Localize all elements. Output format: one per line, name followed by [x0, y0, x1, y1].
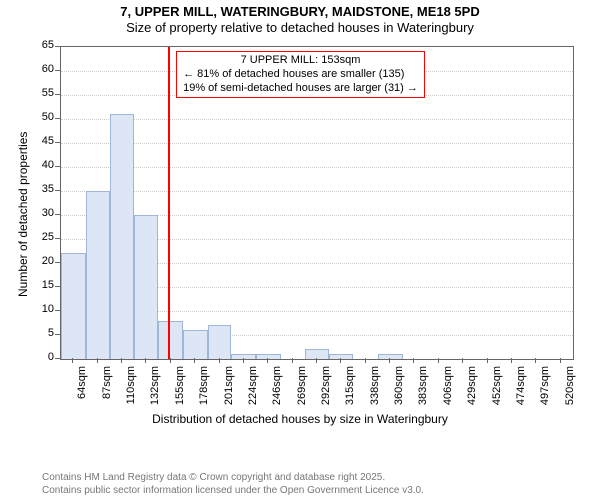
x-tick-label: 87sqm — [101, 366, 113, 410]
histogram-bar — [158, 321, 183, 359]
x-tick-label: 315sqm — [344, 366, 356, 410]
grid-line — [61, 119, 573, 120]
x-tick-label: 360sqm — [393, 366, 405, 410]
x-tick-label: 338sqm — [369, 366, 381, 410]
y-tick-label: 45 — [26, 135, 54, 147]
x-tick — [194, 358, 195, 363]
x-tick-label: 224sqm — [247, 366, 259, 410]
histogram-bar — [378, 354, 403, 359]
y-tick — [55, 238, 60, 239]
x-tick — [219, 358, 220, 363]
x-tick — [121, 358, 122, 363]
footer-line-2: Contains public sector information licen… — [42, 485, 424, 498]
histogram-bar — [110, 114, 134, 359]
histogram-bar — [86, 191, 111, 359]
x-tick-label: 497sqm — [539, 366, 551, 410]
y-tick — [55, 286, 60, 287]
x-tick-label: 520sqm — [564, 366, 576, 410]
y-tick — [55, 94, 60, 95]
annotation-line: 7 UPPER MILL: 153sqm — [183, 54, 418, 68]
x-tick — [462, 358, 463, 363]
y-tick — [55, 214, 60, 215]
y-tick-label: 60 — [26, 63, 54, 75]
x-tick — [389, 358, 390, 363]
y-tick-label: 65 — [26, 39, 54, 51]
y-tick — [55, 262, 60, 263]
y-tick — [55, 358, 60, 359]
chart-title-block: 7, UPPER MILL, WATERINGBURY, MAIDSTONE, … — [0, 0, 600, 37]
chart-title-subtitle: Size of property relative to detached ho… — [0, 20, 600, 36]
histogram-bar — [61, 253, 86, 359]
histogram-bar — [208, 325, 232, 359]
y-tick — [55, 310, 60, 311]
y-tick — [55, 142, 60, 143]
x-tick — [145, 358, 146, 363]
x-tick-label: 474sqm — [515, 366, 527, 410]
y-tick-label: 35 — [26, 183, 54, 195]
x-tick — [170, 358, 171, 363]
x-tick — [267, 358, 268, 363]
x-tick — [243, 358, 244, 363]
x-tick-label: 64sqm — [76, 366, 88, 410]
y-tick-label: 20 — [26, 255, 54, 267]
y-tick — [55, 190, 60, 191]
x-tick-label: 452sqm — [491, 366, 503, 410]
histogram-bar — [256, 354, 281, 359]
reference-line — [168, 47, 170, 359]
x-tick — [72, 358, 73, 363]
x-tick — [413, 358, 414, 363]
x-tick — [316, 358, 317, 363]
x-tick — [340, 358, 341, 363]
x-tick — [560, 358, 561, 363]
histogram-bar — [329, 354, 354, 359]
x-tick-label: 178sqm — [198, 366, 210, 410]
histogram-bar — [183, 330, 208, 359]
x-tick-label: 110sqm — [125, 366, 137, 410]
grid-line — [61, 167, 573, 168]
y-tick — [55, 46, 60, 47]
y-tick-label: 40 — [26, 159, 54, 171]
x-tick-label: 132sqm — [149, 366, 161, 410]
y-tick — [55, 70, 60, 71]
x-tick-label: 201sqm — [223, 366, 235, 410]
y-tick — [55, 166, 60, 167]
x-tick-label: 246sqm — [271, 366, 283, 410]
chart-container: 7 UPPER MILL: 153sqm← 81% of detached ho… — [0, 40, 600, 460]
annotation-line: ← 81% of detached houses are smaller (13… — [183, 68, 418, 82]
x-tick-label: 155sqm — [174, 366, 186, 410]
footer-line-1: Contains HM Land Registry data © Crown c… — [42, 472, 424, 485]
y-tick-label: 25 — [26, 231, 54, 243]
plot-area: 7 UPPER MILL: 153sqm← 81% of detached ho… — [60, 46, 574, 360]
y-tick — [55, 118, 60, 119]
y-tick-label: 50 — [26, 111, 54, 123]
annotation-line: 19% of semi-detached houses are larger (… — [183, 82, 418, 96]
y-tick-label: 30 — [26, 207, 54, 219]
y-tick — [55, 334, 60, 335]
x-tick — [535, 358, 536, 363]
x-tick-label: 383sqm — [417, 366, 429, 410]
x-tick — [365, 358, 366, 363]
x-tick-label: 406sqm — [442, 366, 454, 410]
x-axis-label: Distribution of detached houses by size … — [0, 412, 600, 426]
x-tick — [97, 358, 98, 363]
y-tick-label: 55 — [26, 87, 54, 99]
footer-attribution: Contains HM Land Registry data © Crown c… — [42, 472, 424, 497]
grid-line — [61, 191, 573, 192]
annotation-box: 7 UPPER MILL: 153sqm← 81% of detached ho… — [176, 51, 425, 98]
x-tick-label: 292sqm — [320, 366, 332, 410]
histogram-bar — [134, 215, 159, 359]
x-tick — [487, 358, 488, 363]
chart-title-address: 7, UPPER MILL, WATERINGBURY, MAIDSTONE, … — [0, 4, 600, 20]
y-tick-label: 15 — [26, 279, 54, 291]
x-tick-label: 269sqm — [296, 366, 308, 410]
y-tick-label: 5 — [26, 327, 54, 339]
x-tick — [438, 358, 439, 363]
y-tick-label: 10 — [26, 303, 54, 315]
grid-line — [61, 143, 573, 144]
x-tick-label: 429sqm — [466, 366, 478, 410]
x-tick — [292, 358, 293, 363]
y-tick-label: 0 — [26, 351, 54, 363]
x-tick — [511, 358, 512, 363]
